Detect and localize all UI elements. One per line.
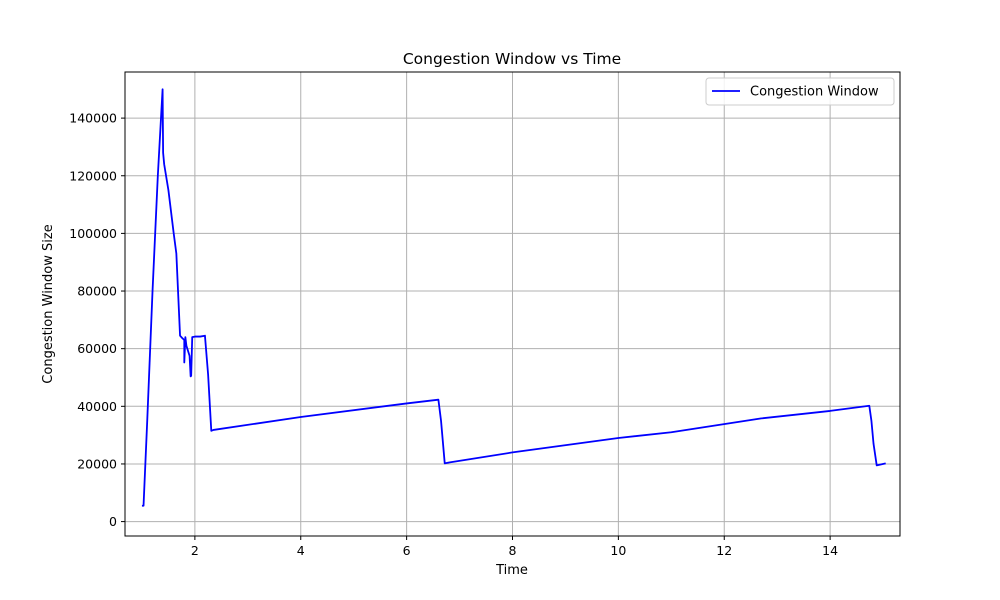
y-tick-label: 100000 (69, 226, 117, 241)
x-tick-label: 12 (716, 543, 732, 558)
chart-title: Congestion Window vs Time (403, 50, 621, 68)
series-layer (141, 88, 886, 507)
series-line-congestion-window (141, 88, 886, 507)
y-tick-label: 60000 (77, 341, 117, 356)
x-tick-label: 2 (191, 543, 199, 558)
grid-layer (125, 72, 900, 536)
y-tick-label: 0 (109, 514, 117, 529)
y-tick-label: 40000 (77, 399, 117, 414)
x-axis-ticks: 2 4 6 8 10 12 14 (191, 536, 838, 558)
legend-label: Congestion Window (750, 85, 879, 100)
x-tick-label: 4 (297, 543, 305, 558)
y-axis-label: Congestion Window Size (41, 224, 56, 383)
y-axis-ticks: 0 20000 40000 60000 80000 100000 120000 140000 (69, 111, 125, 529)
x-axis-label: Time (495, 563, 528, 578)
y-tick-label: 20000 (77, 456, 117, 471)
x-tick-label: 10 (610, 543, 626, 558)
legend: Congestion Window (705, 77, 895, 106)
y-tick-label: 120000 (69, 168, 117, 183)
legend-box (705, 77, 895, 106)
y-tick-label: 80000 (77, 284, 117, 299)
x-tick-label: 6 (403, 543, 411, 558)
x-tick-label: 8 (509, 543, 517, 558)
y-tick-label: 140000 (69, 111, 117, 126)
x-tick-label: 14 (822, 543, 838, 558)
